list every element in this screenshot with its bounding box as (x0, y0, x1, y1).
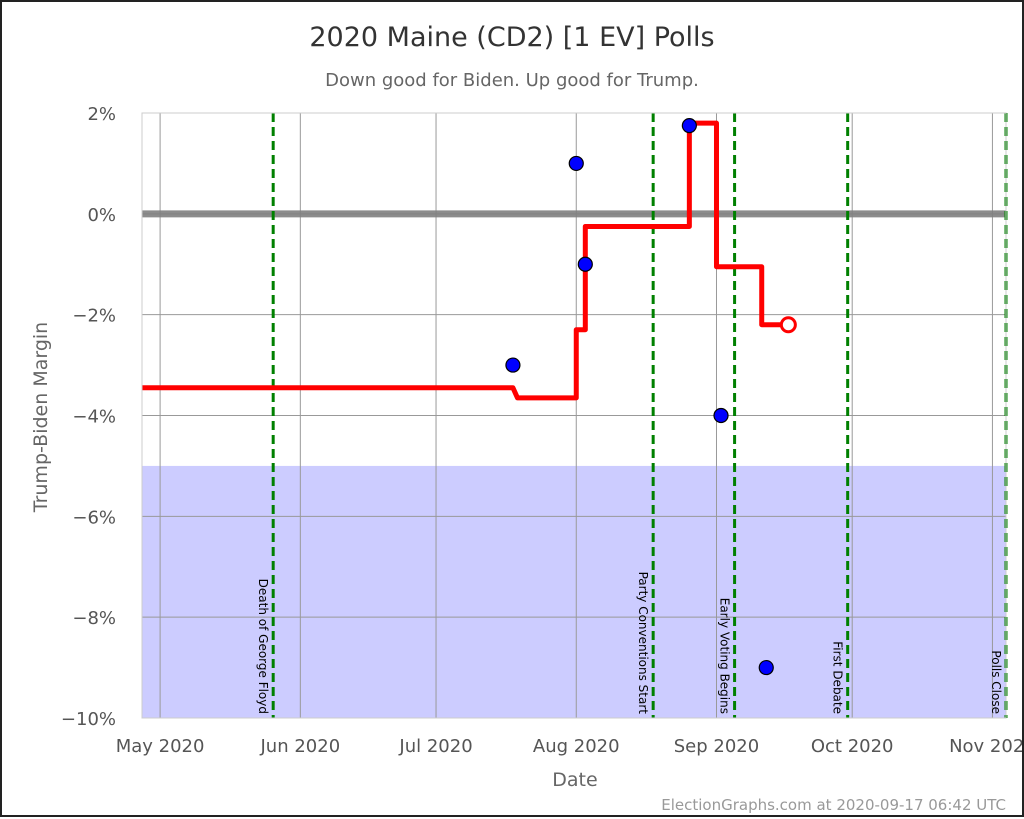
current-average-point (779, 316, 797, 334)
event-label: Death of George Floyd (256, 579, 270, 714)
poll-point (568, 155, 584, 172)
x-tick-label: Oct 2020 (811, 736, 894, 757)
event-label: First Debate (831, 641, 845, 714)
y-axis-label: Trump-Biden Margin (30, 322, 52, 513)
poll-point (713, 407, 729, 424)
event-label: Party Conventions Start (636, 572, 650, 715)
x-tick-label: Aug 2020 (533, 736, 620, 757)
x-tick-label: May 2020 (116, 736, 205, 757)
poll-point (758, 659, 774, 676)
credit: ElectionGraphs.com at 2020-09-17 06:42 U… (661, 796, 1006, 814)
x-tick-label: Nov 2020 (949, 736, 1022, 757)
y-tick-label: −10% (61, 709, 116, 730)
y-tick-label: 0% (87, 205, 116, 226)
y-tick-label: −8% (72, 608, 116, 629)
x-tick-label: Sep 2020 (674, 736, 759, 757)
chart-title: 2020 Maine (CD2) [1 EV] Polls (309, 22, 714, 53)
y-tick-label: −6% (72, 507, 116, 528)
y-tick-label: −2% (72, 306, 116, 327)
x-tick-label: Jun 2020 (259, 736, 340, 757)
event-label: Polls Close (989, 650, 1003, 714)
poll-point (681, 118, 697, 134)
y-tick-label: 2% (87, 104, 116, 125)
poll-point (577, 256, 593, 272)
plot-border (141, 112, 1007, 719)
poll-point (505, 357, 521, 373)
event-label: Early Voting Begins (718, 598, 732, 714)
y-tick-label: −4% (72, 407, 116, 428)
shaded-region (142, 465, 1006, 718)
chart-subtitle: Down good for Biden. Up good for Trump. (325, 70, 699, 91)
x-tick-label: Jul 2020 (398, 736, 472, 757)
average-line (142, 120, 785, 401)
x-axis-label: Date (552, 769, 597, 791)
